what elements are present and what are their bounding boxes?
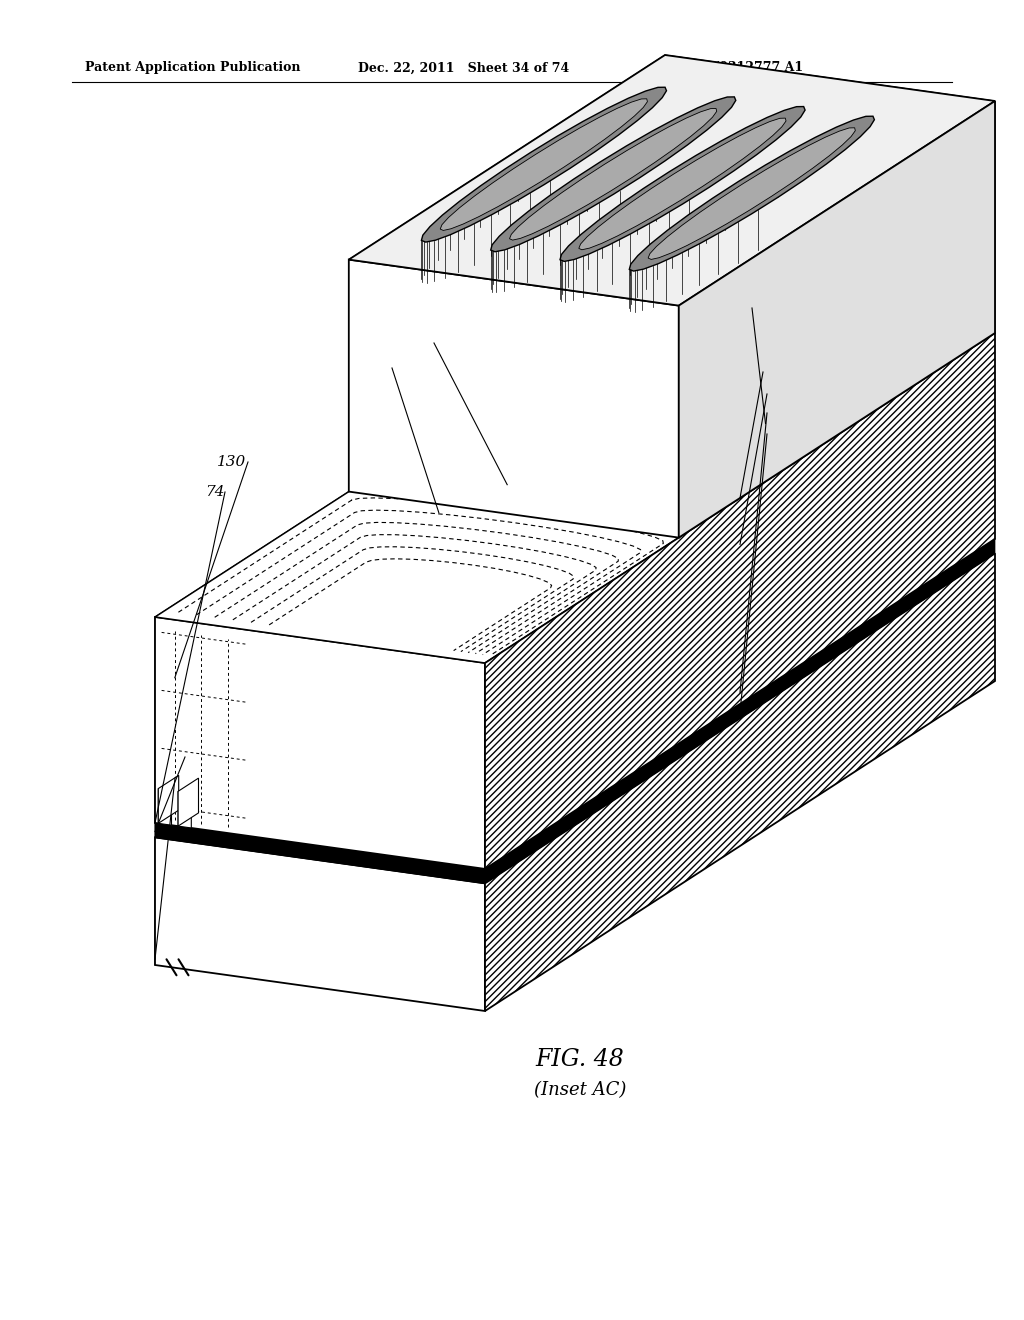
- Text: 86: 86: [768, 426, 787, 441]
- Text: 76: 76: [480, 185, 500, 199]
- Text: 100: 100: [763, 407, 793, 420]
- Polygon shape: [579, 117, 786, 249]
- Polygon shape: [155, 286, 995, 663]
- Polygon shape: [159, 775, 179, 824]
- Polygon shape: [155, 507, 665, 965]
- Polygon shape: [159, 788, 171, 825]
- Text: 80: 80: [768, 387, 787, 401]
- Polygon shape: [510, 108, 717, 240]
- Polygon shape: [560, 107, 805, 261]
- Polygon shape: [422, 87, 667, 242]
- Polygon shape: [155, 837, 485, 1011]
- Polygon shape: [349, 55, 665, 491]
- Polygon shape: [155, 286, 665, 822]
- Polygon shape: [485, 553, 995, 1011]
- Text: FIG. 48: FIG. 48: [536, 1048, 625, 1072]
- Polygon shape: [178, 791, 191, 828]
- Polygon shape: [155, 492, 995, 869]
- Polygon shape: [665, 55, 995, 333]
- Text: Patent Application Publication: Patent Application Publication: [85, 62, 300, 74]
- Text: 74: 74: [164, 750, 183, 764]
- Text: 130: 130: [378, 350, 407, 364]
- Polygon shape: [679, 102, 995, 537]
- Text: 72: 72: [155, 771, 174, 785]
- Polygon shape: [490, 96, 736, 252]
- Text: 74: 74: [205, 484, 224, 499]
- Text: Dec. 22, 2011   Sheet 34 of 74: Dec. 22, 2011 Sheet 34 of 74: [358, 62, 569, 74]
- Polygon shape: [440, 99, 647, 231]
- Text: (Inset AC): (Inset AC): [534, 1081, 627, 1100]
- Polygon shape: [155, 616, 485, 869]
- Polygon shape: [349, 55, 995, 306]
- Text: 72: 72: [749, 301, 768, 315]
- Polygon shape: [178, 777, 199, 826]
- Text: 78: 78: [763, 366, 782, 379]
- Polygon shape: [349, 260, 679, 537]
- Polygon shape: [155, 492, 665, 837]
- Text: US 2011/0312777 A1: US 2011/0312777 A1: [655, 62, 803, 74]
- Text: 131: 131: [420, 323, 449, 337]
- Polygon shape: [485, 539, 995, 883]
- Polygon shape: [155, 822, 485, 883]
- Polygon shape: [155, 507, 995, 883]
- Polygon shape: [630, 116, 874, 271]
- Polygon shape: [485, 333, 995, 869]
- Text: 130: 130: [217, 455, 247, 469]
- Polygon shape: [648, 128, 855, 260]
